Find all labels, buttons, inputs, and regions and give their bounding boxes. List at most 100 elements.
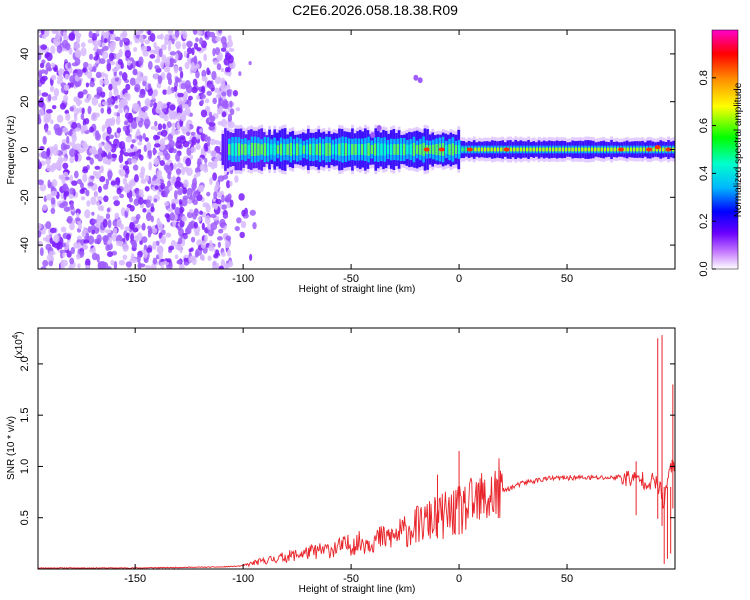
- noise-dot: [41, 150, 48, 159]
- band-core: [250, 143, 254, 156]
- noise-dot: [209, 115, 216, 123]
- noise-dot: [147, 83, 152, 90]
- band-core: [279, 143, 283, 156]
- noise-dot: [51, 95, 58, 101]
- band-core: [341, 142, 344, 157]
- band-core: [480, 147, 484, 152]
- noise-dot: [154, 184, 159, 190]
- band-outer: [579, 140, 582, 159]
- noise-dot: [110, 116, 116, 126]
- noise-dot: [76, 178, 82, 185]
- noise-dot: [39, 62, 45, 69]
- noise-dot: [229, 199, 234, 208]
- noise-dot: [118, 71, 123, 76]
- noise-dot: [45, 193, 53, 201]
- noise-dot: [191, 182, 197, 190]
- noise-dot: [45, 158, 51, 166]
- noise-dot: [216, 236, 223, 241]
- noise-dot: [225, 84, 231, 91]
- spectrogram-y-tick-label: -40: [19, 237, 31, 253]
- noise-dot: [53, 67, 58, 73]
- noise-dot: [87, 235, 95, 245]
- noise-dot: [234, 225, 240, 232]
- noise-dot: [239, 231, 245, 239]
- noise-dot: [69, 187, 75, 195]
- noise-dot: [102, 183, 109, 190]
- band-core: [558, 147, 561, 152]
- noise-dot: [217, 121, 223, 126]
- noise-dot: [133, 198, 140, 206]
- noise-dot: [221, 111, 227, 118]
- noise-dot: [91, 112, 98, 122]
- noise-dot: [153, 143, 161, 148]
- band-core: [457, 144, 461, 155]
- noise-dot: [157, 151, 165, 156]
- band-core: [584, 147, 587, 152]
- noise-dot: [151, 93, 156, 100]
- band-core: [626, 147, 629, 152]
- noise-dot: [252, 222, 257, 230]
- snr-marks: [38, 335, 675, 569]
- noise-dot: [182, 30, 188, 40]
- band-core: [500, 147, 503, 152]
- noise-dot: [80, 128, 85, 135]
- noise-dot: [193, 55, 198, 65]
- noise-dot: [142, 75, 148, 82]
- colorbar-tick-label: 0.6: [698, 118, 710, 133]
- noise-dot: [235, 107, 241, 112]
- noise-dot: [74, 153, 79, 162]
- noise-dot: [222, 214, 229, 219]
- noise-dot: [215, 198, 222, 205]
- noise-dot: [144, 98, 151, 106]
- noise-dot: [191, 86, 198, 94]
- noise-dot: [171, 127, 176, 136]
- band-core: [632, 147, 636, 152]
- band-core: [321, 144, 325, 155]
- noise-dot: [196, 94, 200, 100]
- noise-dot: [88, 93, 92, 100]
- noise-dot: [116, 187, 122, 195]
- noise-dot: [38, 108, 45, 117]
- noise-dot: [73, 170, 79, 179]
- noise-dot: [211, 265, 218, 269]
- noise-dot: [141, 236, 148, 244]
- band-core: [334, 144, 338, 155]
- noise-dot: [183, 179, 189, 188]
- noise-dot: [114, 77, 120, 82]
- noise-dot: [180, 82, 187, 90]
- noise-dot: [68, 141, 73, 146]
- band-outer: [320, 132, 323, 167]
- noise-dot: [160, 61, 164, 69]
- noise-dot: [134, 30, 142, 36]
- noise-dot: [118, 141, 126, 150]
- noise-dot: [184, 61, 190, 70]
- noise-dot: [103, 195, 109, 203]
- noise-dot: [124, 160, 129, 166]
- noise-dot: [66, 250, 72, 258]
- band-outer: [656, 141, 660, 158]
- band-core: [545, 147, 548, 152]
- noise-dot: [103, 142, 110, 150]
- noise-dot: [122, 125, 127, 132]
- noise-dot: [38, 98, 45, 108]
- noise-dot: [147, 225, 152, 230]
- noise-dot: [189, 154, 194, 160]
- noise-dot: [168, 185, 173, 192]
- noise-dot: [144, 39, 150, 45]
- band-core: [312, 143, 315, 156]
- noise-dot: [122, 177, 128, 185]
- noise-dot: [209, 177, 213, 186]
- noise-dot: [142, 105, 148, 112]
- colorbar-tick-label: 0.8: [698, 70, 710, 85]
- noise-dot: [114, 36, 121, 42]
- band-outer: [553, 141, 557, 158]
- noise-dot: [221, 91, 227, 97]
- band-core: [289, 143, 293, 156]
- noise-dot: [115, 240, 123, 247]
- noise-dot: [103, 78, 109, 86]
- noise-dot: [97, 261, 102, 269]
- noise-dot: [183, 261, 190, 266]
- noise-dot: [199, 184, 205, 193]
- band-core: [415, 145, 419, 154]
